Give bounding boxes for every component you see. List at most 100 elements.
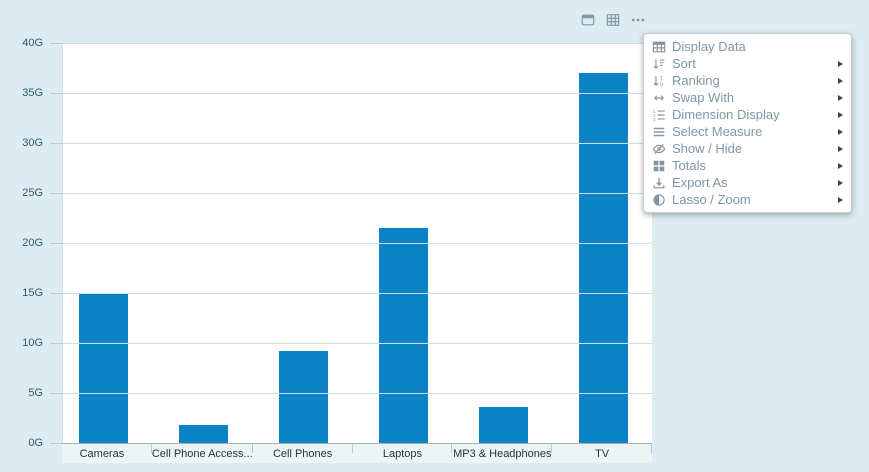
gridline-35G — [63, 93, 652, 94]
svg-text:9: 9 — [659, 82, 662, 88]
menu-item-lasso-zoom[interactable]: Lasso / Zoom — [644, 191, 851, 208]
submenu-arrow-icon — [838, 128, 843, 135]
menu-item-label: Ranking — [672, 73, 720, 88]
table-grid-icon — [651, 39, 666, 54]
bar-band-cameras — [53, 43, 153, 443]
y-axis-label-35G: 35G — [22, 87, 43, 99]
menu-item-totals[interactable]: Totals — [644, 157, 851, 174]
menu-item-label: Show / Hide — [672, 141, 743, 156]
y-axis: 0G 5G 10G 15G 20G 25G 30G 35G 40G — [0, 37, 62, 449]
menu-item-dimension-display[interactable]: 1 2 3 Dimension Display — [644, 106, 851, 123]
eye-hidden-icon — [651, 141, 666, 156]
svg-text:1: 1 — [659, 75, 662, 81]
menu-item-ranking[interactable]: 1 9 Ranking — [644, 72, 851, 89]
menu-item-swap-with[interactable]: Swap With — [644, 89, 851, 106]
x-axis-label-cell-phones: Cell Phones — [272, 447, 333, 460]
bar-cell-phones[interactable] — [278, 351, 328, 443]
x-axis-label-mp3-headphones: MP3 & Headphones — [453, 447, 552, 460]
bar-laptops[interactable] — [378, 228, 428, 443]
svg-text:2: 2 — [652, 112, 655, 118]
menu-item-display-data[interactable]: Display Data — [644, 38, 851, 55]
menu-item-label: Dimension Display — [672, 107, 780, 122]
menu-item-label: Select Measure — [672, 124, 763, 139]
gridline-20G — [63, 243, 652, 244]
svg-text:1: 1 — [652, 108, 655, 114]
swap-icon — [651, 90, 666, 105]
y-axis-tick — [50, 43, 62, 44]
menu-item-show-hide[interactable]: Show / Hide — [644, 140, 851, 157]
gridline-30G — [63, 143, 652, 144]
x-axis-tick — [551, 444, 553, 453]
submenu-arrow-icon — [838, 145, 843, 152]
bar-cell-phone-access[interactable] — [178, 425, 228, 443]
y-axis-label-0G: 0G — [28, 437, 43, 449]
bar-mp3-headphones[interactable] — [478, 407, 528, 443]
x-band-cell-phone-access: Cell Phone Access... — [152, 444, 253, 463]
x-axis-label-cameras: Cameras — [79, 447, 125, 460]
submenu-arrow-icon — [838, 196, 843, 203]
x-axis-tick — [451, 444, 453, 453]
bar-band-cell-phones — [253, 43, 353, 443]
menu-item-label: Sort — [672, 56, 696, 71]
x-band-tv: TV — [552, 444, 653, 463]
x-axis: Cameras Cell Phone Access... Cell Phones La… — [62, 443, 653, 463]
x-axis-label-laptops: Laptops — [382, 447, 423, 460]
more-options-icon[interactable] — [630, 13, 645, 28]
submenu-arrow-icon — [838, 111, 843, 118]
x-band-cell-phones: Cell Phones — [253, 444, 353, 463]
menu-item-label: Export As — [672, 175, 728, 190]
menu-item-select-measure[interactable]: Select Measure — [644, 123, 851, 140]
y-axis-label-40G: 40G — [22, 37, 43, 49]
y-axis-tick — [50, 393, 62, 394]
lines-icon — [651, 124, 666, 139]
menu-item-label: Swap With — [672, 90, 735, 105]
submenu-arrow-icon — [838, 77, 843, 84]
menu-item-sort[interactable]: Sort — [644, 55, 851, 72]
bar-band-mp3-headphones — [453, 43, 553, 443]
bar-cameras[interactable] — [78, 293, 128, 443]
submenu-arrow-icon — [838, 94, 843, 101]
x-axis-tick — [150, 444, 152, 453]
x-axis-tick — [351, 444, 353, 453]
x-axis-label-tv: TV — [595, 447, 610, 460]
download-icon — [651, 175, 666, 190]
bar-band-cell-phone-access — [153, 43, 253, 443]
context-menu: Display Data Sort 1 9 Ranking Swap With 1 2 3 Dim… — [643, 33, 852, 213]
bar-band-laptops — [353, 43, 453, 443]
y-axis-tick — [50, 343, 62, 344]
gridline-5G — [63, 393, 652, 394]
chart-toolbar — [580, 10, 645, 30]
bar-band-tv — [553, 43, 653, 443]
menu-item-label: Totals — [672, 158, 706, 173]
x-axis-tick — [251, 444, 253, 453]
grid-squares-icon — [651, 158, 666, 173]
y-axis-tick — [50, 193, 62, 194]
x-band-cameras: Cameras — [52, 444, 152, 463]
y-axis-tick — [50, 293, 62, 294]
svg-text:3: 3 — [652, 116, 655, 121]
panel-view-icon[interactable] — [580, 13, 595, 28]
chart-plot-area — [62, 43, 652, 443]
submenu-arrow-icon — [838, 60, 843, 67]
y-axis-tick — [50, 93, 62, 94]
bar-series — [53, 43, 653, 443]
sort-icon — [651, 56, 666, 71]
y-axis-label-25G: 25G — [22, 187, 43, 199]
x-band-mp3-headphones: MP3 & Headphones — [452, 444, 553, 463]
half-circle-icon — [651, 192, 666, 207]
y-axis-label-15G: 15G — [22, 287, 43, 299]
submenu-arrow-icon — [838, 162, 843, 169]
gridline-25G — [63, 193, 652, 194]
y-axis-label-30G: 30G — [22, 137, 43, 149]
bar-tv[interactable] — [578, 73, 628, 443]
gridline-40G — [63, 43, 652, 44]
menu-item-label: Display Data — [672, 39, 746, 54]
menu-item-export-as[interactable]: Export As — [644, 174, 851, 191]
table-view-icon[interactable] — [605, 13, 620, 28]
y-axis-tick — [50, 143, 62, 144]
x-band-laptops: Laptops — [353, 444, 453, 463]
y-axis-label-20G: 20G — [22, 237, 43, 249]
